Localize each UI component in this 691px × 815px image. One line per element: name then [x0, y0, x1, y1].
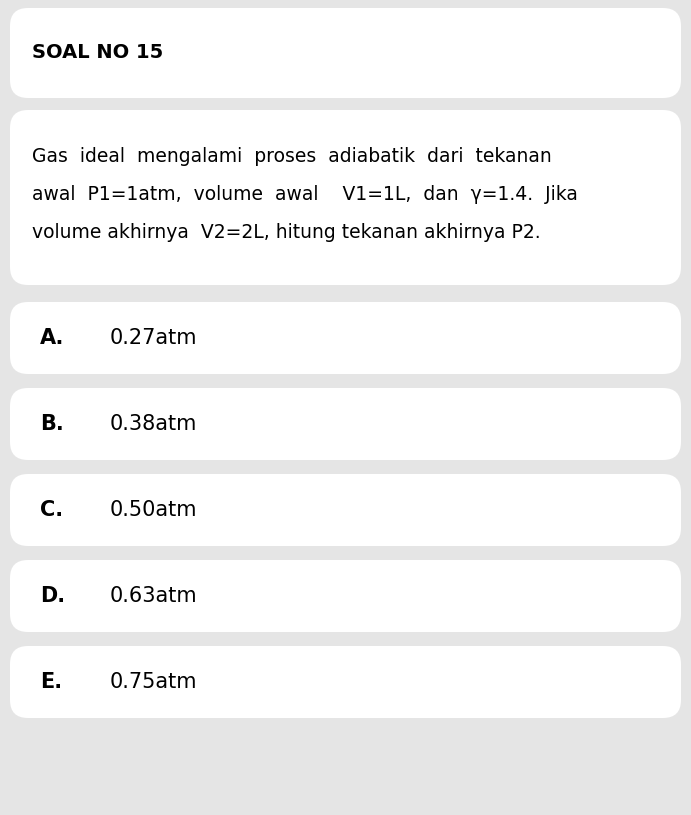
Text: E.: E.: [40, 672, 62, 692]
Text: 0.63atm: 0.63atm: [110, 586, 198, 606]
FancyBboxPatch shape: [10, 388, 681, 460]
Text: SOAL NO 15: SOAL NO 15: [32, 43, 163, 63]
Text: Gas  ideal  mengalami  proses  adiabatik  dari  tekanan: Gas ideal mengalami proses adiabatik dar…: [32, 148, 551, 166]
FancyBboxPatch shape: [10, 302, 681, 374]
Text: A.: A.: [40, 328, 64, 348]
Text: C.: C.: [40, 500, 63, 520]
FancyBboxPatch shape: [10, 8, 681, 98]
Text: B.: B.: [40, 414, 64, 434]
Text: 0.38atm: 0.38atm: [110, 414, 198, 434]
FancyBboxPatch shape: [10, 646, 681, 718]
Text: 0.75atm: 0.75atm: [110, 672, 198, 692]
FancyBboxPatch shape: [10, 110, 681, 285]
FancyBboxPatch shape: [10, 474, 681, 546]
FancyBboxPatch shape: [10, 560, 681, 632]
Text: D.: D.: [40, 586, 65, 606]
Text: volume akhirnya  V2=2L, hitung tekanan akhirnya P2.: volume akhirnya V2=2L, hitung tekanan ak…: [32, 223, 540, 243]
Text: 0.50atm: 0.50atm: [110, 500, 198, 520]
Text: awal  P1=1atm,  volume  awal    V1=1L,  dan  γ=1.4.  Jika: awal P1=1atm, volume awal V1=1L, dan γ=1…: [32, 186, 578, 205]
Text: 0.27atm: 0.27atm: [110, 328, 198, 348]
